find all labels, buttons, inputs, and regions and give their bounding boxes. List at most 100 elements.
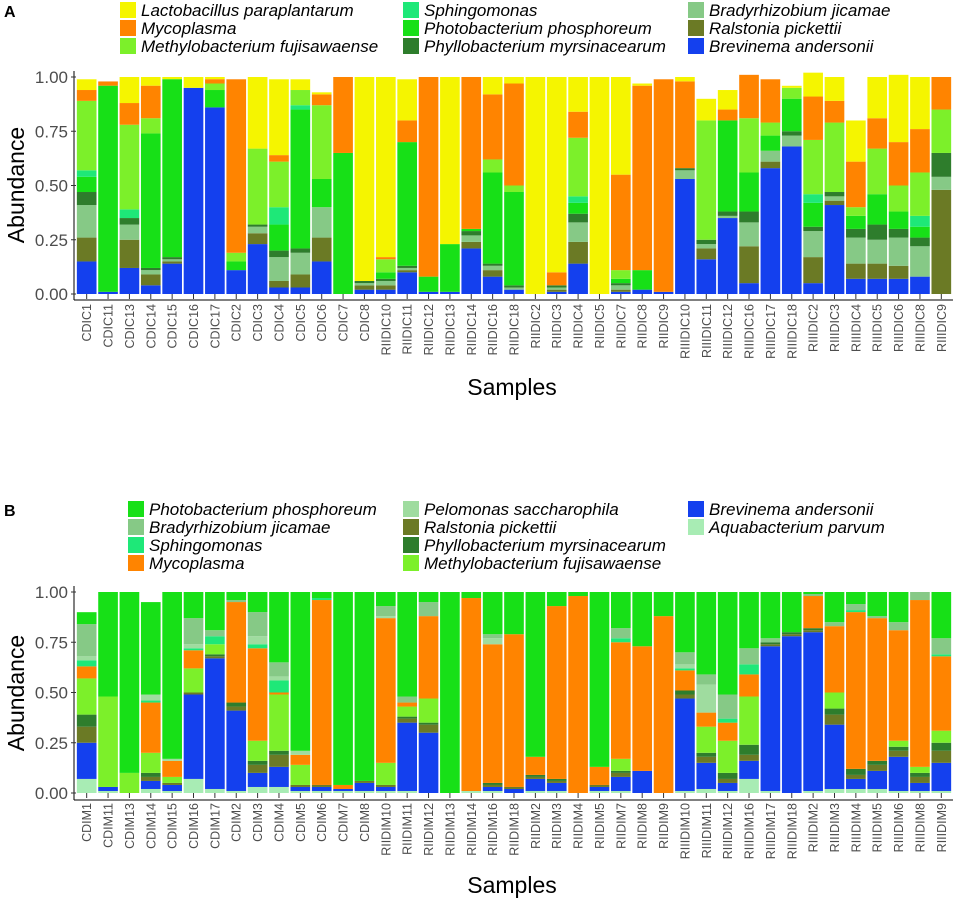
legend-swatch bbox=[688, 2, 704, 18]
bar-segment-riidim16-bradyrhizobium-jicamae bbox=[482, 634, 503, 639]
bar-segment-cdic17-mycoplasma bbox=[205, 79, 225, 84]
x-tick-label: CDIC2 bbox=[230, 304, 244, 342]
x-tick-label: RIIDIC12 bbox=[422, 304, 436, 355]
bar-segment-riidic13-lactobacillus-paraplantarum bbox=[440, 77, 460, 245]
bar-segment-cdic4-sphingomonas bbox=[269, 207, 289, 225]
bar-segment-riiidic10-mycoplasma bbox=[675, 81, 695, 169]
bar-riiidic18 bbox=[781, 77, 802, 294]
bar-segment-riiidic8-brevinema-andersonii bbox=[910, 276, 930, 294]
x-tick-label: RIIIDIC18 bbox=[785, 304, 799, 359]
bar-segment-cdim3-methylobacterium-fujisawaense bbox=[247, 740, 268, 761]
bar-segment-cdim14-sphingomonas bbox=[140, 700, 161, 703]
bar-segment-riidic3-mycoplasma bbox=[546, 272, 567, 286]
bar-segment-cdim7-brevinema-andersonii bbox=[333, 788, 353, 791]
x-tick-label: CDIC6 bbox=[315, 304, 329, 342]
bar-segment-riidic14-ralstonia-pickettii bbox=[461, 241, 482, 249]
bar-segment-riidim11-photobacterium-phosphoreum bbox=[397, 592, 417, 697]
x-tick-label: CDIC15 bbox=[166, 304, 180, 349]
bar-riidim4 bbox=[568, 592, 588, 793]
bar-segment-riidim14-mycoplasma bbox=[461, 598, 482, 791]
bar-riidim2 bbox=[525, 592, 546, 793]
x-tick-label: RIIIDIM2 bbox=[807, 803, 821, 852]
legend-label: Sphingomonas bbox=[424, 1, 538, 20]
bar-segment-riiidic3-lactobacillus-paraplantarum bbox=[824, 77, 845, 101]
bar-segment-riiidim9-bradyrhizobium-jicamae bbox=[931, 638, 952, 655]
bar-segment-riidim12-photobacterium-phosphoreum bbox=[418, 592, 439, 603]
bar-segment-riiidic10-brevinema-andersonii bbox=[675, 178, 695, 294]
bar-segment-riidim8-brevinema-andersonii bbox=[632, 770, 653, 793]
legend-swatch bbox=[128, 501, 144, 517]
legend-label: Pelomonas saccharophila bbox=[424, 500, 619, 519]
bar-segment-riiidim3-ralstonia-pickettii bbox=[824, 714, 845, 725]
x-tick-label: RIIDIM11 bbox=[401, 803, 415, 855]
bar-cdim8 bbox=[354, 592, 375, 793]
bar-segment-cdic2-mycoplasma bbox=[226, 79, 247, 253]
x-tick-label: RIIDIM2 bbox=[529, 803, 543, 849]
bar-segment-riiidic11-remainder bbox=[696, 77, 717, 99]
bar-segment-riiidim11-bradyrhizobium-jicamae bbox=[696, 674, 717, 685]
bar-segment-riiidim6-aquabacterium-parvum bbox=[888, 790, 909, 793]
bar-segment-riiidic17-remainder bbox=[760, 77, 781, 80]
bar-segment-riidic10-methylobacterium-fujisawaense bbox=[375, 259, 396, 273]
bar-segment-riiidim12-ralstonia-pickettii bbox=[717, 778, 738, 783]
legend-item-photobacterium-phosphoreum: Photobacterium phosphoreum bbox=[128, 500, 377, 519]
bar-segment-cdic3-phyllobacterium-myrsinacearum bbox=[247, 224, 268, 227]
bar-segment-cdic7-photobacterium-phosphoreum bbox=[333, 152, 353, 294]
legend-swatch bbox=[403, 501, 419, 517]
legend-item-bradyrhizobium-jicamae: Bradyrhizobium jicamae bbox=[128, 518, 330, 537]
bar-segment-riidim13-photobacterium-phosphoreum bbox=[440, 592, 460, 793]
bar-segment-riidim2-aquabacterium-parvum bbox=[525, 790, 546, 793]
bar-segment-riidic9-mycoplasma bbox=[653, 79, 674, 292]
bar-segment-riiidic18-photobacterium-phosphoreum bbox=[781, 98, 802, 132]
bar-segment-cdic6-photobacterium-phosphoreum bbox=[311, 178, 332, 208]
bar-segment-riiidic17-ralstonia-pickettii bbox=[760, 161, 781, 169]
bar-segment-cdic4-bradyrhizobium-jicamae bbox=[269, 257, 289, 281]
legend-label: Mycoplasma bbox=[141, 19, 236, 38]
bar-segment-riidim9-photobacterium-phosphoreum bbox=[653, 592, 674, 617]
bar-segment-riiidim9-sphingomonas bbox=[931, 654, 952, 657]
bar-segment-cdim1-remainder bbox=[76, 592, 97, 613]
bar-segment-riidim10-aquabacterium-parvum bbox=[375, 790, 396, 793]
bar-segment-riiidim18-brevinema-andersonii bbox=[781, 636, 802, 793]
bar-segment-riidic10-phyllobacterium-myrsinacearum bbox=[375, 278, 396, 281]
bar-segment-cdim17-phyllobacterium-myrsinacearum bbox=[205, 654, 225, 657]
legend-swatch bbox=[128, 537, 144, 553]
bar-riidic13 bbox=[440, 77, 460, 294]
bar-segment-riidim12-brevinema-andersonii bbox=[418, 732, 439, 793]
bar-segment-riiidim11-phyllobacterium-myrsinacearum bbox=[696, 752, 717, 757]
bar-segment-riidic5-lactobacillus-paraplantarum bbox=[589, 77, 610, 294]
bar-segment-cdim2-brevinema-andersonii bbox=[226, 710, 247, 791]
bar-segment-cdim1-aquabacterium-parvum bbox=[76, 778, 97, 793]
bar-segment-riiidim16-bradyrhizobium-jicamae bbox=[739, 648, 759, 665]
bar-segment-cdic17-photobacterium-phosphoreum bbox=[205, 90, 225, 108]
bar-segment-riidim16-mycoplasma bbox=[482, 644, 503, 783]
panel-letter-b: B bbox=[4, 503, 16, 520]
bar-riidic12 bbox=[418, 77, 439, 294]
bar-segment-cdim11-aquabacterium-parvum bbox=[98, 790, 118, 793]
bar-segment-riidic11-remainder bbox=[397, 77, 417, 80]
x-tick-label: RIIDIC13 bbox=[443, 304, 457, 355]
x-tick-label: CDIC7 bbox=[337, 304, 351, 342]
bar-segment-riiidim18-photobacterium-phosphoreum bbox=[781, 592, 802, 633]
bar-segment-cdim15-brevinema-andersonii bbox=[162, 784, 182, 791]
bar-segment-cdic14-photobacterium-phosphoreum bbox=[140, 133, 161, 268]
bar-segment-riiidim5-aquabacterium-parvum bbox=[867, 788, 888, 793]
bar-segment-riiidic18-phyllobacterium-myrsinacearum bbox=[781, 131, 802, 136]
bar-segment-riidim11-mycoplasma bbox=[397, 702, 417, 707]
bar-segment-cdic1-phyllobacterium-myrsinacearum bbox=[76, 192, 97, 206]
bar-segment-riidic7-mycoplasma bbox=[611, 174, 631, 271]
bar-segment-riiidic8-sphingomonas bbox=[910, 215, 930, 227]
x-tick-label: CDIC14 bbox=[144, 304, 158, 349]
bar-segment-cdim2-bradyrhizobium-jicamae bbox=[226, 600, 247, 603]
bar-segment-cdic6-brevinema-andersonii bbox=[311, 261, 332, 294]
bar-segment-riiidim4-aquabacterium-parvum bbox=[846, 788, 866, 793]
bar-segment-riiidic5-ralstonia-pickettii bbox=[867, 263, 888, 279]
bar-cdim13 bbox=[119, 592, 140, 793]
bar-segment-cdic6-mycoplasma bbox=[311, 94, 332, 106]
bar-segment-riidic4-phyllobacterium-myrsinacearum bbox=[568, 213, 588, 223]
bar-segment-cdim2-mycoplasma bbox=[226, 602, 247, 703]
bar-cdic15 bbox=[162, 77, 182, 294]
bar-segment-riiidic18-brevinema-andersonii bbox=[781, 146, 802, 294]
legend-item-brevinema-andersonii: Brevinema andersonii bbox=[688, 500, 875, 519]
bar-segment-riiidim12-mycoplasma bbox=[717, 722, 738, 741]
